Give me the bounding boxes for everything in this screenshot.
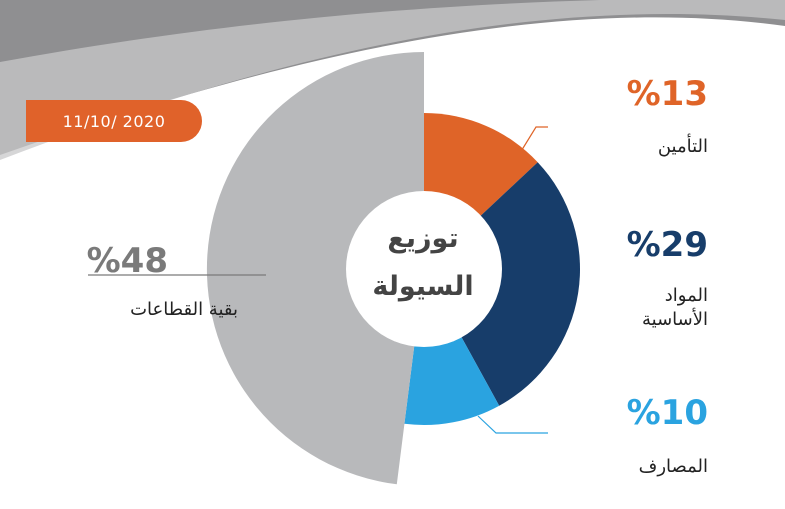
slice-label-materials-line-1: المواد (664, 285, 708, 306)
value-label-materials: %29 (626, 225, 708, 265)
chart-title-line-2: السيولة (372, 271, 474, 302)
leader-line-insurance (519, 126, 548, 154)
value-label-insurance: %13 (626, 74, 708, 114)
light-swoosh (0, 0, 785, 160)
date-text: 11/10/ 2020 (62, 111, 166, 131)
slice-label-materials-line-2: الأساسية (642, 309, 708, 330)
value-label-banks: %10 (626, 393, 708, 433)
chart-title: توزيع السيولة (348, 215, 498, 311)
slice-label-insurance: التأمين (657, 136, 708, 157)
leader-line-banks (477, 415, 548, 434)
date-badge: 11/10/ 2020 (26, 100, 202, 142)
slice-label-others: بقية القطاعات (130, 299, 238, 320)
slice-label-materials: المواد الأساسية (548, 284, 708, 332)
donut-hole (346, 191, 502, 347)
slice-others (206, 51, 424, 485)
slice-materials (424, 162, 581, 406)
value-label-others: %48 (86, 241, 168, 281)
chart-title-line-1: توزيع (387, 223, 459, 254)
slice-label-banks: المصارف (638, 456, 708, 477)
